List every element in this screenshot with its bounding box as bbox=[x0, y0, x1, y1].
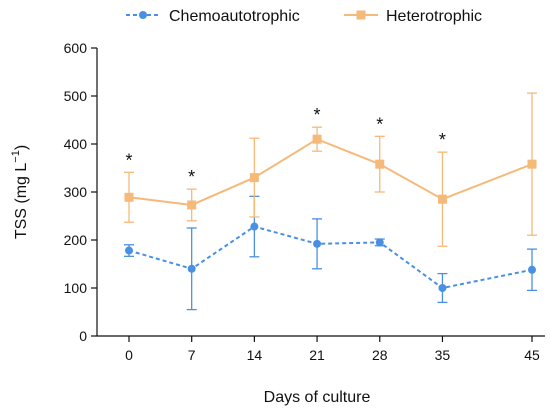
y-tick-label: 200 bbox=[64, 232, 88, 248]
significance-star: * bbox=[125, 150, 132, 170]
x-tick-label: 45 bbox=[524, 347, 540, 363]
legend-item-chemoautotrophic: Chemoautotrophic bbox=[126, 8, 300, 25]
data-point bbox=[437, 194, 447, 204]
series-chemoautotrophic bbox=[124, 195, 537, 311]
legend-marker-heterotrophic bbox=[356, 10, 366, 20]
y-tick-label: 100 bbox=[64, 280, 88, 296]
y-axis-title-superscript: −1 bbox=[10, 150, 22, 163]
y-axis-title: TSS (mg L−1) bbox=[10, 145, 30, 239]
data-point bbox=[187, 264, 196, 273]
significance-star: * bbox=[314, 105, 321, 125]
y-axis-title-main: TSS (mg L bbox=[13, 163, 30, 240]
x-tick-label: 21 bbox=[309, 347, 325, 363]
data-point bbox=[527, 159, 537, 169]
x-axis-ticks: 0 7 14 21 28 35 45 bbox=[125, 336, 540, 363]
y-tick-label: 300 bbox=[64, 184, 88, 200]
x-tick-label: 0 bbox=[125, 347, 133, 363]
legend-marker-chemoautotrophic bbox=[139, 11, 147, 19]
significance-markers: * * * * * bbox=[125, 105, 445, 187]
legend-label-heterotrophic: Heterotrophic bbox=[386, 8, 482, 25]
legend-label-chemoautotrophic: Chemoautotrophic bbox=[169, 8, 300, 25]
y-tick-label: 500 bbox=[64, 88, 88, 104]
significance-star: * bbox=[439, 130, 446, 150]
data-point bbox=[438, 284, 447, 292]
data-point bbox=[124, 192, 134, 202]
y-axis-title-close: ) bbox=[13, 145, 30, 150]
legend: Chemoautotrophic Heterotrophic bbox=[126, 8, 482, 25]
data-point bbox=[125, 246, 133, 255]
plot-area bbox=[124, 92, 537, 311]
data-point bbox=[249, 173, 259, 183]
data-point bbox=[250, 222, 259, 231]
series-line-chemoautotrophic bbox=[128, 225, 533, 290]
significance-star: * bbox=[188, 167, 195, 187]
data-point bbox=[375, 238, 384, 247]
significance-star: * bbox=[376, 114, 383, 134]
data-point bbox=[375, 159, 385, 169]
data-point bbox=[313, 239, 322, 248]
x-tick-label: 14 bbox=[247, 347, 263, 363]
x-axis-title: Days of culture bbox=[264, 389, 371, 406]
y-tick-label: 400 bbox=[64, 136, 88, 152]
y-axis-ticks: 0 100 200 300 400 500 600 bbox=[64, 40, 97, 344]
data-point bbox=[528, 265, 536, 274]
x-tick-label: 7 bbox=[188, 347, 196, 363]
legend-item-heterotrophic: Heterotrophic bbox=[344, 8, 482, 25]
data-point bbox=[187, 200, 197, 210]
series-heterotrophic bbox=[124, 92, 537, 247]
x-tick-label: 35 bbox=[435, 347, 451, 363]
y-tick-label: 600 bbox=[64, 40, 88, 56]
x-tick-label: 28 bbox=[372, 347, 388, 363]
y-tick-label: 0 bbox=[79, 328, 87, 344]
data-point bbox=[312, 134, 322, 144]
